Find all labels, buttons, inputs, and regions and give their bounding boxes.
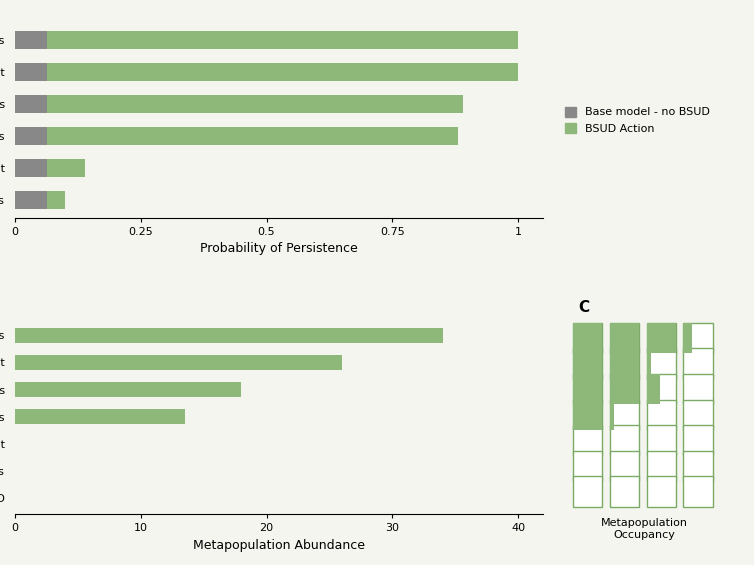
Bar [683, 323, 713, 353]
Bar [47, 127, 458, 145]
Bar [610, 425, 639, 455]
Bar [15, 159, 47, 177]
Bar [610, 374, 639, 404]
X-axis label: Metapopulation Abundance: Metapopulation Abundance [193, 539, 365, 552]
Text: C: C [578, 299, 590, 315]
Bar [15, 409, 185, 424]
Bar [47, 159, 85, 177]
Bar [646, 374, 676, 404]
Bar [610, 399, 639, 430]
Bar [683, 348, 713, 379]
Legend: Base model - no BSUD, BSUD Action: Base model - no BSUD, BSUD Action [566, 107, 710, 134]
Bar [15, 95, 47, 113]
Bar [15, 191, 47, 209]
Bar [646, 323, 676, 353]
Bar [15, 63, 47, 81]
Bar [646, 399, 676, 430]
Bar [573, 323, 602, 353]
Bar [15, 127, 47, 145]
Bar [646, 451, 676, 481]
Bar [15, 32, 47, 49]
Text: Metapopulation
Occupancy: Metapopulation Occupancy [601, 518, 688, 540]
Bar [573, 399, 602, 430]
Bar [610, 374, 639, 404]
Bar [610, 348, 639, 379]
Bar [610, 323, 639, 353]
Bar [610, 348, 639, 379]
Bar [47, 95, 463, 113]
Bar [646, 348, 651, 379]
Bar [683, 374, 713, 404]
Bar [573, 374, 602, 404]
Bar [683, 425, 713, 455]
X-axis label: Probability of Persistence: Probability of Persistence [201, 242, 358, 255]
Bar [15, 328, 443, 343]
Bar [573, 451, 602, 481]
Bar [573, 323, 602, 353]
Bar [646, 476, 676, 507]
Bar [683, 399, 713, 430]
Bar [47, 63, 518, 81]
Bar [610, 476, 639, 507]
Bar [15, 382, 241, 397]
Bar [573, 348, 602, 379]
Bar [683, 476, 713, 507]
Bar [573, 348, 602, 379]
Bar [573, 476, 602, 507]
Bar [47, 32, 518, 49]
Bar [573, 399, 602, 430]
Bar [646, 348, 676, 379]
Bar [646, 425, 676, 455]
Bar [573, 425, 602, 455]
Bar [683, 323, 692, 353]
Bar [646, 374, 660, 404]
Bar [15, 355, 342, 370]
Bar [573, 374, 602, 404]
Bar [646, 323, 676, 353]
Bar [47, 191, 66, 209]
Bar [610, 451, 639, 481]
Bar [610, 323, 639, 353]
Bar [610, 399, 614, 430]
Bar [683, 451, 713, 481]
